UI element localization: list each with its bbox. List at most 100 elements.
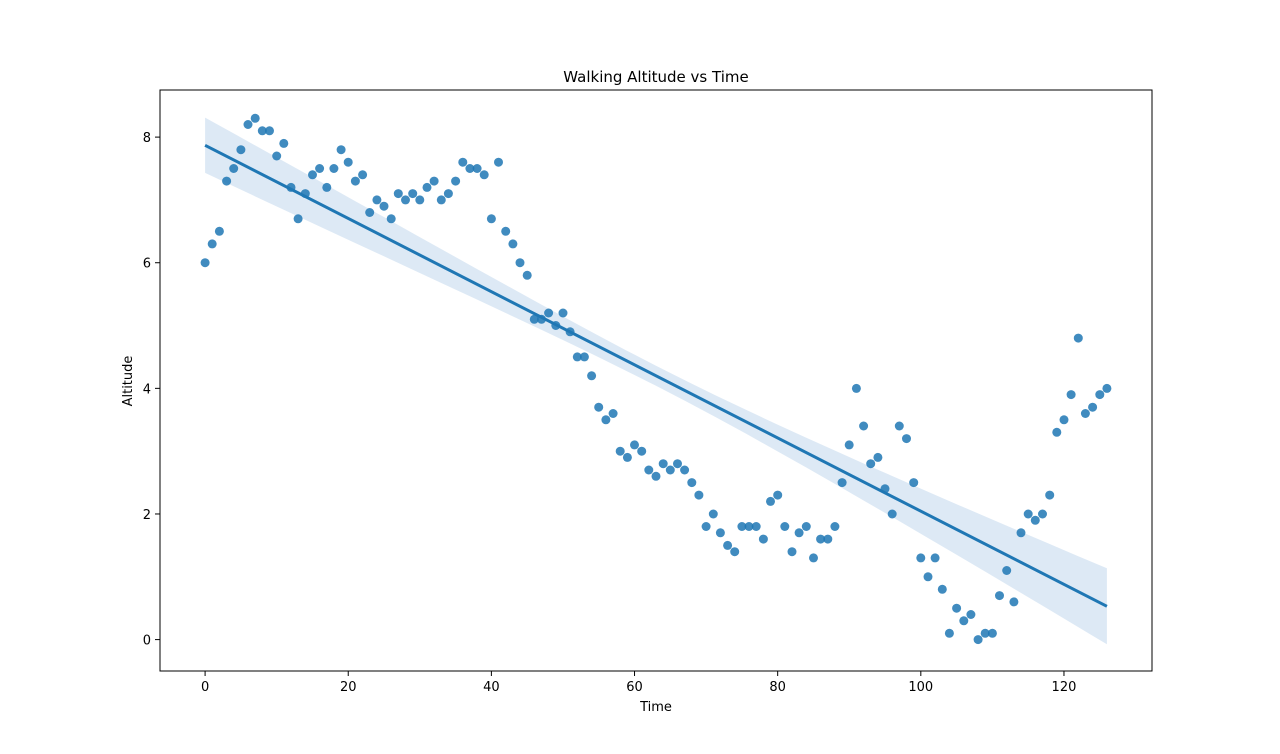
data-point (1030, 515, 1040, 525)
data-point (429, 176, 439, 186)
data-point (587, 371, 597, 381)
data-point (601, 415, 611, 425)
data-point (737, 522, 747, 531)
x-tick-label: 100 (908, 680, 933, 695)
data-point (973, 635, 983, 645)
x-tick-label: 120 (1052, 680, 1077, 695)
data-point (1002, 566, 1012, 575)
data-point (250, 113, 260, 123)
data-point (1088, 402, 1098, 412)
data-point (987, 628, 997, 638)
data-point (665, 465, 675, 475)
data-point (1059, 415, 1069, 425)
data-point (472, 164, 482, 173)
x-tick-label: 0 (201, 680, 209, 695)
data-point (980, 628, 990, 638)
data-point (343, 157, 353, 167)
data-point (894, 421, 904, 431)
data-point (887, 509, 897, 519)
data-point (350, 176, 360, 186)
data-point (794, 528, 804, 538)
data-point (658, 459, 668, 469)
data-point (358, 170, 368, 180)
data-point (766, 496, 775, 506)
data-point (944, 628, 954, 638)
data-point (257, 126, 267, 136)
data-point (393, 189, 403, 199)
data-point (930, 553, 940, 563)
y-tick-label: 4 (143, 382, 151, 397)
data-point (272, 151, 282, 161)
data-point (214, 226, 224, 236)
y-tick-label: 0 (143, 634, 151, 649)
data-point (451, 176, 461, 186)
data-point (501, 226, 511, 236)
x-tick-label: 80 (769, 680, 786, 695)
data-point (873, 452, 883, 462)
data-point (615, 446, 625, 456)
data-point (229, 164, 239, 173)
x-tick-label: 20 (340, 680, 357, 695)
data-points (200, 113, 1112, 645)
data-point (816, 534, 826, 544)
data-point (637, 446, 647, 456)
data-point (723, 540, 733, 550)
data-point (651, 471, 661, 481)
data-point (379, 201, 389, 211)
regression-line (204, 143, 1108, 608)
x-axis: 0 20 40 60 80 100 120 (201, 671, 1076, 695)
data-point (1045, 490, 1055, 500)
data-point (336, 145, 346, 155)
data-point (329, 164, 339, 173)
data-point (751, 522, 761, 531)
data-point (1038, 509, 1047, 519)
data-point (608, 409, 618, 418)
data-point (544, 308, 554, 318)
plot-area (200, 113, 1112, 645)
data-point (801, 522, 811, 531)
data-point (773, 490, 783, 500)
data-point (458, 157, 468, 167)
x-axis-label: Time (639, 700, 672, 715)
data-point (644, 465, 654, 475)
y-axis: 0 2 4 6 8 (143, 131, 160, 649)
data-point (207, 239, 217, 249)
data-point (443, 189, 453, 199)
data-point (515, 258, 525, 268)
data-point (952, 603, 962, 613)
data-point (966, 610, 976, 619)
data-point (1009, 597, 1019, 607)
chart-title: Walking Altitude vs Time (563, 68, 748, 86)
data-point (902, 434, 911, 444)
data-point (486, 214, 496, 224)
data-point (579, 352, 589, 362)
data-point (558, 308, 568, 318)
data-point (923, 572, 933, 582)
data-point (758, 534, 768, 544)
data-point (401, 195, 410, 205)
plot-frame (159, 89, 1153, 672)
data-point (708, 509, 718, 519)
data-point (408, 189, 418, 199)
data-point (315, 164, 325, 173)
data-point (200, 258, 210, 268)
data-point (694, 490, 704, 500)
data-point (809, 553, 818, 563)
data-point (1052, 427, 1062, 437)
data-point (995, 591, 1004, 601)
y-tick-label: 2 (143, 508, 151, 523)
data-point (1095, 390, 1105, 400)
data-point (279, 138, 289, 148)
data-point (265, 126, 274, 136)
y-axis-label: Altitude (121, 356, 136, 407)
data-point (322, 182, 332, 192)
data-point (959, 616, 969, 626)
data-point (630, 440, 639, 450)
data-point (909, 478, 919, 488)
data-point (372, 195, 382, 205)
data-point (1016, 528, 1026, 538)
data-point (1080, 409, 1090, 418)
data-point (422, 182, 432, 192)
data-point (744, 522, 754, 531)
data-point (622, 452, 632, 462)
